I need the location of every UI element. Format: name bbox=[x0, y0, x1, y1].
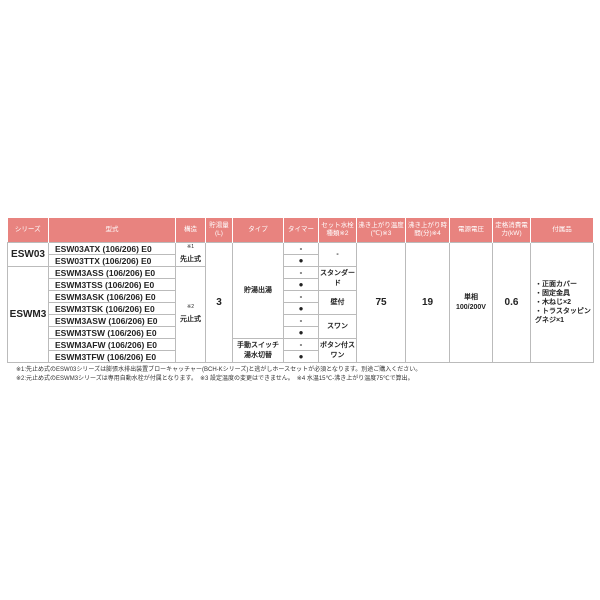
timer-cell: ● bbox=[283, 278, 319, 291]
model-cell: ESW03ATX (106/206) E0 bbox=[48, 242, 176, 255]
timer-cell: - bbox=[283, 338, 319, 351]
capacity-cell: 3 bbox=[205, 242, 233, 363]
header-power-source: 電源電圧 bbox=[449, 218, 493, 243]
structure-cell: ※2 元止式 bbox=[175, 266, 206, 363]
footnote: ※2:元止め式のESWM3シリーズは専用自動水栓が付属となります。 ※3 設定温… bbox=[16, 376, 414, 382]
timer-cell: ● bbox=[283, 302, 319, 315]
accessory-item: ・トラスタッピングネジ×1 bbox=[535, 308, 591, 324]
accessories-cell: ・正面カバー ・固定金具 ・木ねじ×2 ・トラスタッピングネジ×1 bbox=[530, 242, 594, 363]
header-type: タイプ bbox=[232, 218, 284, 243]
header-power: 定格消費電力(kW) bbox=[492, 218, 531, 243]
footnote: ※1:先止め式のESW03シリーズは膨張水排出装置ブローキャッチャー(BCH-K… bbox=[16, 367, 422, 373]
footnotes: ※1:先止め式のESW03シリーズは膨張水排出装置ブローキャッチャー(BCH-K… bbox=[16, 366, 593, 384]
accessory-item: ・木ねじ×2 bbox=[535, 299, 571, 306]
timer-cell: - bbox=[283, 266, 319, 279]
table-row: ESW03 ESW03ATX (106/206) E0 ※1 先止式 3 貯湯出湯… bbox=[7, 242, 594, 363]
structure-cell: ※1 先止式 bbox=[175, 242, 206, 267]
timer-cell: ● bbox=[283, 326, 319, 339]
header-temp: 沸き上がり温度(℃)※3 bbox=[356, 218, 406, 243]
model-cell: ESWM3AFW (106/206) E0 bbox=[48, 338, 176, 351]
model-cell: ESWM3ASS (106/206) E0 bbox=[48, 266, 176, 279]
table-row: ESWM3TFW (106/206) E0 ● bbox=[8, 350, 594, 363]
power-source-cell: 単相 100/200V bbox=[449, 242, 493, 363]
structure-label: 先止式 bbox=[180, 255, 201, 263]
faucet-cell: 壁付 bbox=[318, 290, 357, 315]
header-capacity: 貯湯量(L) bbox=[205, 218, 233, 243]
model-cell: ESWM3TSS (106/206) E0 bbox=[48, 278, 176, 291]
model-cell: ESW03TTX (106/206) E0 bbox=[48, 254, 176, 267]
faucet-cell: ボタン付スワン bbox=[318, 338, 357, 363]
series-cell: ESWM3 bbox=[7, 266, 49, 363]
temp-cell: 75 bbox=[356, 242, 406, 363]
model-cell: ESWM3TSW (106/206) E0 bbox=[48, 326, 176, 339]
structure-note: ※2 bbox=[187, 303, 194, 310]
header-model: 型式 bbox=[48, 218, 176, 243]
spec-section: シリーズ 型式 構造 貯湯量(L) タイプ タイマー セット水栓種類※2 沸き上… bbox=[7, 218, 594, 384]
spec-table: シリーズ 型式 構造 貯湯量(L) タイプ タイマー セット水栓種類※2 沸き上… bbox=[7, 218, 594, 363]
type-cell: 手動スイッチ 湯水切替 bbox=[232, 338, 284, 363]
model-cell: ESWM3ASK (106/206) E0 bbox=[48, 290, 176, 303]
header-accessories: 付属品 bbox=[530, 218, 594, 243]
timer-cell: ● bbox=[283, 254, 319, 267]
header-timer: タイマー bbox=[283, 218, 319, 243]
faucet-cell: - bbox=[318, 242, 357, 267]
header-series: シリーズ bbox=[7, 218, 49, 243]
header-time: 沸き上がり時間(分)※4 bbox=[405, 218, 450, 243]
faucet-cell: スタンダード bbox=[318, 266, 357, 291]
header-row: シリーズ 型式 構造 貯湯量(L) タイプ タイマー セット水栓種類※2 沸き上… bbox=[7, 218, 594, 243]
structure-note: ※1 bbox=[187, 243, 194, 250]
timer-cell: - bbox=[283, 290, 319, 303]
table-row: ESWM3 ESWM3ASS (106/206) E0 ※2 元止式 - スタンダ… bbox=[7, 266, 594, 363]
header-faucet: セット水栓種類※2 bbox=[318, 218, 357, 243]
power-cell: 0.6 bbox=[492, 242, 531, 363]
structure-label: 元止式 bbox=[180, 315, 201, 323]
accessory-item: ・固定金具 bbox=[535, 290, 570, 297]
model-cell: ESWM3TSK (106/206) E0 bbox=[48, 302, 176, 315]
timer-cell: ● bbox=[283, 350, 319, 363]
timer-cell: - bbox=[283, 242, 319, 255]
timer-cell: - bbox=[283, 314, 319, 327]
time-cell: 19 bbox=[405, 242, 450, 363]
series-cell: ESW03 bbox=[7, 242, 49, 267]
header-structure: 構造 bbox=[175, 218, 206, 243]
type-cell: 貯湯出湯 bbox=[232, 242, 284, 339]
model-cell: ESWM3TFW (106/206) E0 bbox=[48, 350, 176, 363]
model-cell: ESWM3ASW (106/206) E0 bbox=[48, 314, 176, 327]
faucet-cell: スワン bbox=[318, 314, 357, 339]
accessory-item: ・正面カバー bbox=[535, 281, 577, 288]
